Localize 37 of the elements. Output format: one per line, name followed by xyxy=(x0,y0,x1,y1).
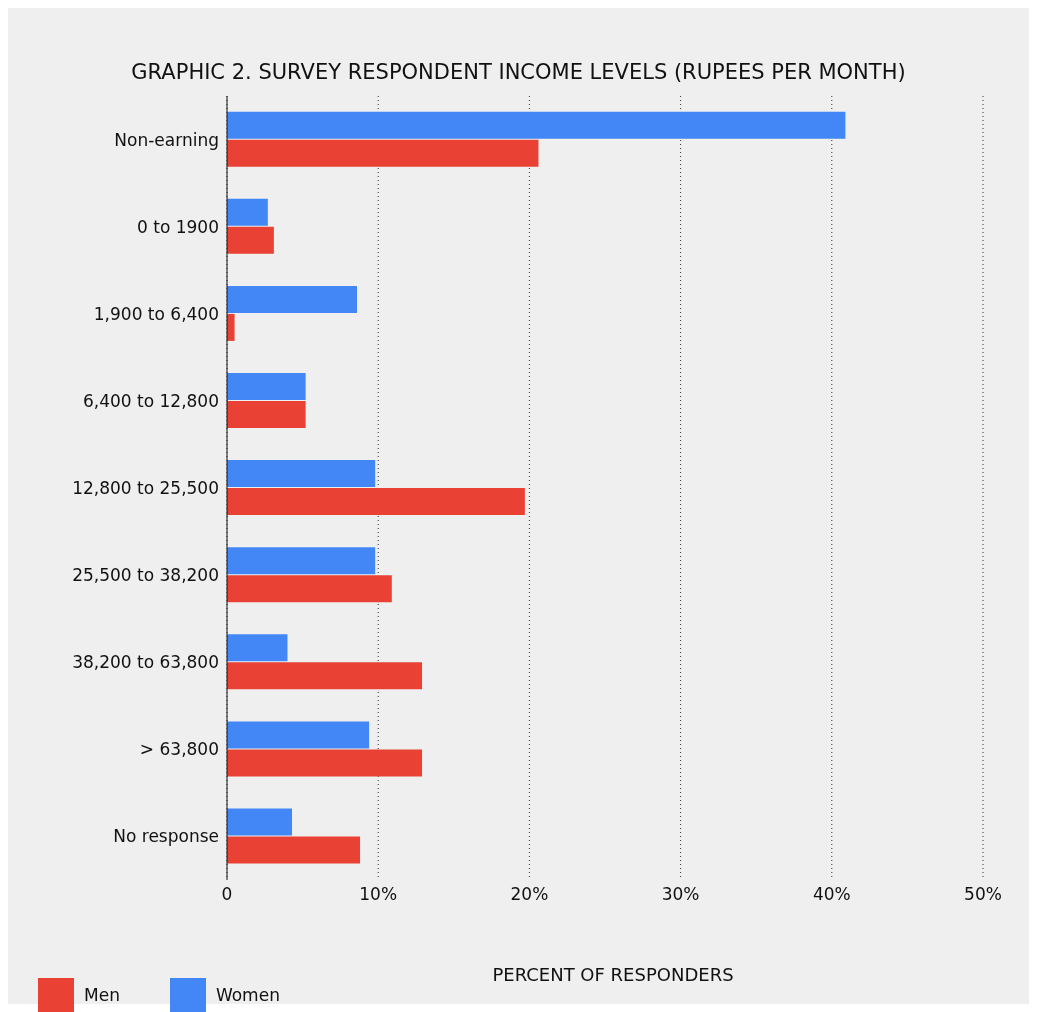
x-tick-label: 20% xyxy=(510,884,549,905)
bar xyxy=(227,808,293,836)
x-axis-title: PERCENT OF RESPONDERS xyxy=(491,964,735,985)
bar xyxy=(227,373,306,401)
y-tick-label: 0 to 1900 xyxy=(137,216,219,237)
y-tick-label: 1,900 to 6,400 xyxy=(93,303,219,324)
bar xyxy=(227,111,846,139)
bar xyxy=(227,139,539,167)
bar xyxy=(227,662,423,690)
x-tick-label: 40% xyxy=(812,884,851,905)
bar xyxy=(227,313,235,341)
x-tick-label: 50% xyxy=(964,884,1002,905)
bar xyxy=(227,488,525,516)
bar xyxy=(227,226,274,254)
x-tick-label: 10% xyxy=(359,884,398,905)
bar xyxy=(227,401,306,429)
x-tick-label: 30% xyxy=(661,884,700,905)
y-tick-label: > 63,800 xyxy=(139,739,219,760)
bar xyxy=(227,575,392,603)
y-tick-label: 38,200 to 63,800 xyxy=(72,652,219,673)
y-tick-label: 6,400 to 12,800 xyxy=(82,390,219,411)
bar xyxy=(227,460,376,488)
bar xyxy=(227,836,361,864)
bar xyxy=(227,547,376,575)
bar xyxy=(227,749,423,777)
y-tick-label: Non-earning xyxy=(114,129,219,150)
y-tick-label: 12,800 to 25,500 xyxy=(72,478,219,499)
bar xyxy=(227,721,370,749)
x-tick-label: 0 xyxy=(221,884,233,905)
bar xyxy=(227,198,268,226)
y-tick-label: No response xyxy=(113,826,219,847)
chart-title: GRAPHIC 2. SURVEY RESPONDENT INCOME LEVELS (RUPEES PER MONTH) xyxy=(130,60,907,84)
legend-label: Women xyxy=(215,985,280,1005)
y-tick-label: 25,500 to 38,200 xyxy=(72,565,219,586)
bar xyxy=(227,285,358,313)
bar xyxy=(227,634,288,662)
legend-label: Men xyxy=(84,985,120,1005)
